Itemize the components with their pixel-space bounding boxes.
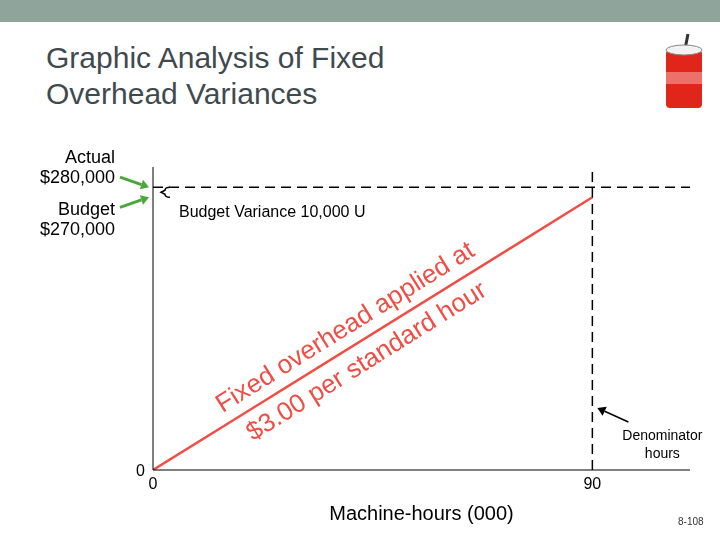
svg-text:Actual: Actual: [65, 147, 115, 167]
svg-text:Budget: Budget: [58, 199, 115, 219]
svg-text:Machine-hours (000): Machine-hours (000): [329, 502, 514, 524]
svg-text:hours: hours: [645, 445, 680, 461]
svg-text:$3.00 per standard hour: $3.00 per standard hour: [240, 274, 492, 447]
svg-text:$270,000: $270,000: [40, 219, 115, 239]
svg-text:90: 90: [583, 475, 601, 492]
svg-text:Fixed overhead applied at: Fixed overhead applied at: [209, 234, 480, 419]
svg-text:Budget Variance 10,000 U: Budget Variance 10,000 U: [179, 203, 366, 220]
svg-text:0: 0: [136, 462, 145, 479]
html-text:8-108: 8-108: [678, 516, 704, 527]
svg-text:Denominator: Denominator: [622, 427, 702, 443]
html-text:Graphic Analysis of Fixed Over: Graphic Analysis of Fixed Overhead Varia…: [46, 41, 385, 110]
svg-text:$280,000: $280,000: [40, 167, 115, 187]
svg-text:0: 0: [149, 475, 158, 492]
